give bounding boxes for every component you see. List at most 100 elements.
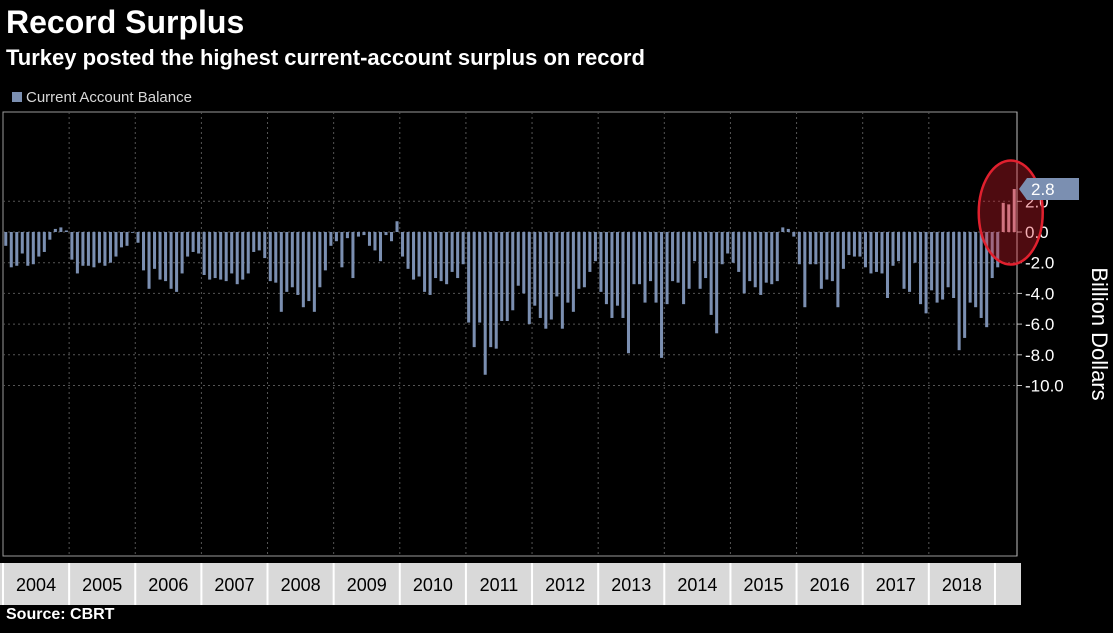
bar [593,232,597,262]
bar [136,232,140,243]
bar [334,232,338,242]
bar [340,232,344,268]
bar [428,232,432,295]
bar [544,232,548,329]
bar [897,232,901,262]
bar [4,232,8,246]
bar [406,232,410,269]
bar [362,232,366,236]
x-tick-label: 2016 [810,575,850,595]
bar [423,232,427,292]
bar [511,232,515,311]
bar [814,232,818,265]
last-value-label: 2.8 [1031,180,1055,199]
bar [20,232,24,254]
bar [401,232,405,257]
bar [604,232,608,305]
bar [566,232,570,303]
bar [841,232,845,269]
bar [378,232,383,262]
bar [985,232,989,328]
bar [770,232,774,285]
bar [632,232,636,285]
bar [153,232,157,269]
bar [494,232,498,349]
bar [158,232,162,280]
bar [208,232,212,280]
bar [230,232,234,274]
bar [858,232,862,257]
bar [86,232,90,266]
bar [1012,189,1016,232]
bar [522,232,526,294]
x-tick-label: 2006 [148,575,188,595]
bar [279,232,283,312]
bar [704,232,708,279]
bar [682,232,686,305]
bar [356,232,360,237]
bar [59,227,63,232]
bar [626,232,630,354]
bar [312,232,316,312]
bar [533,232,537,306]
bar [852,232,856,257]
bar [235,232,239,285]
bar [15,232,19,266]
legend-swatch [12,92,22,102]
bar [516,232,520,286]
x-tick-label: 2014 [677,575,717,595]
bar [31,232,35,265]
x-tick-label: 2018 [942,575,982,595]
bar [737,232,741,272]
last-value-tag [1019,178,1079,201]
bar [241,232,245,280]
y-tick-label: -4.0 [1025,284,1054,303]
bar [478,232,482,323]
bar [489,232,493,348]
bar [869,232,873,274]
x-tick-label: 2015 [743,575,783,595]
bar [665,232,669,305]
bar [930,232,934,291]
bar [202,232,206,275]
bar [643,232,647,303]
bar [792,232,796,237]
bar [197,232,201,254]
bar [505,232,509,322]
y-tick-label: -8.0 [1025,346,1054,365]
bar [759,232,763,295]
bar [808,232,812,265]
bar [42,232,46,252]
bar [142,232,146,271]
bar [268,232,272,282]
x-tick-label: 2007 [214,575,254,595]
bar [108,232,112,263]
bar [48,232,52,240]
bar [825,232,829,280]
x-axis-band [0,563,1021,605]
bar [720,232,724,265]
x-tick-label: 2011 [480,575,519,595]
bar [974,232,978,308]
bar [941,232,945,300]
bar [803,232,807,308]
bar [329,232,333,246]
bar [919,232,923,305]
bar [676,232,680,283]
bar [296,232,300,295]
bar [445,232,449,285]
bar [952,232,956,298]
bar [412,232,416,280]
x-tick-label: 2017 [876,575,916,595]
bar [582,232,586,288]
bar [902,232,906,289]
bar [957,232,961,351]
bar [500,232,504,322]
bar [748,232,752,282]
bar [660,232,664,358]
y-tick-label: 0.0 [1025,223,1049,242]
bar [175,232,179,292]
bar [395,221,399,232]
bar [979,232,983,318]
bar [797,232,801,265]
